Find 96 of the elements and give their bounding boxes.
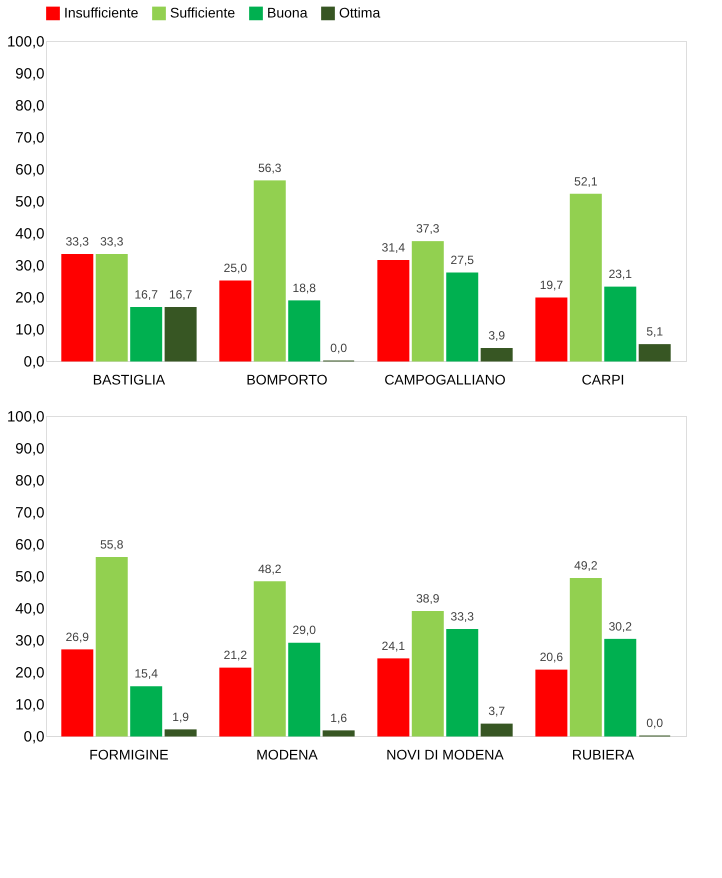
x-tick-label: CAMPOGALLIANO bbox=[384, 372, 506, 388]
bar bbox=[604, 638, 636, 736]
y-tick-label: 40,0 bbox=[15, 600, 44, 618]
bar bbox=[604, 286, 636, 362]
y-tick-label: 0,0 bbox=[24, 728, 44, 746]
bar bbox=[412, 241, 444, 362]
bar bbox=[535, 297, 568, 362]
data-label: 0,0 bbox=[646, 716, 664, 730]
data-label: 48,2 bbox=[258, 562, 282, 576]
data-label: 55,8 bbox=[100, 537, 124, 552]
x-tick-label: FORMIGINE bbox=[89, 746, 169, 762]
data-label: 1,9 bbox=[172, 710, 190, 724]
bar bbox=[219, 280, 252, 362]
bar bbox=[535, 670, 568, 736]
y-tick-label: 20,0 bbox=[15, 290, 44, 306]
data-label: 5,1 bbox=[646, 324, 664, 339]
data-label: 20,6 bbox=[540, 650, 564, 664]
bar bbox=[288, 642, 320, 736]
bar bbox=[638, 344, 671, 362]
x-tick-label: CARPI bbox=[582, 372, 624, 388]
x-tick-label: RUBIERA bbox=[572, 746, 635, 762]
data-label: 16,7 bbox=[168, 288, 193, 302]
data-label: 0,0 bbox=[330, 341, 348, 355]
data-label: 33,3 bbox=[66, 234, 90, 248]
bar bbox=[254, 180, 286, 362]
bar bbox=[480, 348, 513, 362]
y-tick-label: 90,0 bbox=[15, 440, 44, 458]
bar bbox=[254, 581, 286, 736]
y-tick-label: 80,0 bbox=[15, 98, 44, 114]
data-label: 19,7 bbox=[540, 278, 564, 292]
data-label: 15,4 bbox=[134, 666, 158, 681]
bar bbox=[570, 194, 602, 362]
bar bbox=[377, 658, 410, 736]
data-label: 16,7 bbox=[134, 288, 158, 302]
bar bbox=[219, 668, 252, 736]
data-label: 21,2 bbox=[224, 648, 248, 662]
legend-label: Insufficiente bbox=[64, 4, 139, 20]
y-tick-label: 70,0 bbox=[15, 504, 44, 522]
y-tick-label: 20,0 bbox=[15, 664, 44, 682]
y-tick-label: 100,0 bbox=[6, 34, 44, 50]
x-tick-label: NOVI DI MODENA bbox=[386, 746, 504, 762]
y-tick-label: 60,0 bbox=[15, 162, 44, 178]
x-tick-label: BOMPORTO bbox=[246, 372, 328, 388]
legend-label: Sufficiente bbox=[170, 4, 236, 20]
bar bbox=[130, 686, 162, 736]
data-label: 23,1 bbox=[608, 267, 632, 282]
bar bbox=[446, 628, 478, 736]
data-label: 37,3 bbox=[416, 222, 440, 236]
bar bbox=[61, 254, 94, 362]
y-tick-label: 50,0 bbox=[15, 568, 44, 586]
y-tick-label: 80,0 bbox=[15, 472, 44, 490]
data-label: 31,4 bbox=[382, 240, 406, 255]
bar bbox=[96, 254, 128, 362]
y-tick-label: 0,0 bbox=[24, 354, 44, 370]
data-label: 3,7 bbox=[488, 704, 506, 718]
data-label: 52,1 bbox=[574, 174, 598, 188]
data-label: 1,6 bbox=[330, 710, 348, 725]
bar bbox=[446, 272, 478, 362]
data-label: 29,0 bbox=[292, 623, 316, 638]
bar bbox=[412, 611, 444, 736]
bar bbox=[570, 578, 602, 736]
data-label: 30,2 bbox=[608, 619, 632, 634]
y-tick-label: 70,0 bbox=[15, 130, 44, 146]
data-label: 33,3 bbox=[100, 234, 124, 248]
bar bbox=[322, 730, 355, 736]
y-tick-label: 100,0 bbox=[6, 408, 44, 426]
y-tick-label: 90,0 bbox=[15, 66, 44, 82]
bar bbox=[288, 300, 320, 362]
x-tick-label: BASTIGLIA bbox=[92, 372, 166, 388]
bar bbox=[480, 724, 513, 736]
bar bbox=[96, 556, 128, 736]
bar bbox=[164, 729, 197, 736]
legend-label: Buona bbox=[267, 4, 308, 20]
bar bbox=[61, 649, 94, 736]
data-label: 38,9 bbox=[416, 592, 440, 606]
y-tick-label: 50,0 bbox=[15, 194, 44, 210]
y-tick-label: 30,0 bbox=[15, 632, 44, 650]
data-label: 26,9 bbox=[66, 630, 90, 644]
bar bbox=[164, 307, 197, 362]
data-label: 27,5 bbox=[450, 253, 474, 267]
data-label: 56,3 bbox=[258, 160, 282, 175]
data-label: 24,1 bbox=[382, 638, 406, 653]
legend-label: Ottima bbox=[339, 4, 380, 20]
data-label: 3,9 bbox=[488, 328, 506, 343]
y-tick-label: 10,0 bbox=[15, 322, 44, 338]
bar bbox=[130, 307, 162, 362]
data-label: 25,0 bbox=[224, 261, 248, 275]
data-label: 18,8 bbox=[292, 280, 316, 295]
y-tick-label: 10,0 bbox=[15, 696, 44, 714]
y-tick-label: 40,0 bbox=[15, 226, 44, 242]
data-label: 49,2 bbox=[574, 558, 598, 573]
y-tick-label: 30,0 bbox=[15, 258, 44, 274]
y-tick-label: 60,0 bbox=[15, 536, 44, 554]
data-label: 33,3 bbox=[450, 609, 474, 624]
x-tick-label: MODENA bbox=[256, 746, 318, 762]
bar bbox=[377, 260, 410, 362]
